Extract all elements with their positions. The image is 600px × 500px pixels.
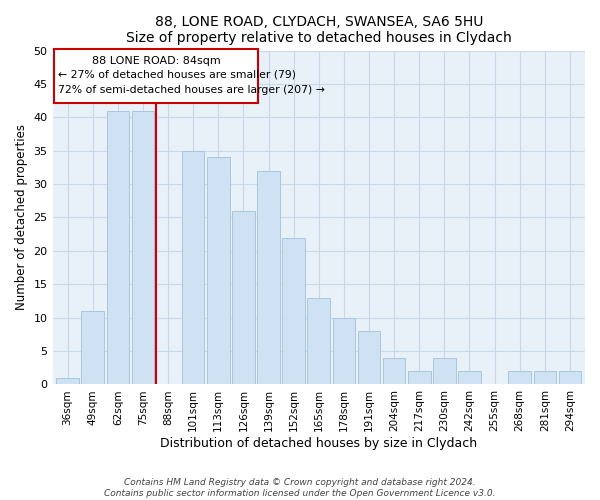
Bar bbox=[131, 110, 154, 384]
Bar bbox=[358, 331, 380, 384]
Bar bbox=[458, 371, 481, 384]
Bar bbox=[182, 150, 205, 384]
Text: 88 LONE ROAD: 84sqm: 88 LONE ROAD: 84sqm bbox=[92, 56, 221, 66]
Bar bbox=[433, 358, 455, 384]
X-axis label: Distribution of detached houses by size in Clydach: Distribution of detached houses by size … bbox=[160, 437, 478, 450]
Bar bbox=[257, 170, 280, 384]
Bar bbox=[533, 371, 556, 384]
Bar bbox=[82, 311, 104, 384]
Bar bbox=[107, 110, 129, 384]
Y-axis label: Number of detached properties: Number of detached properties bbox=[15, 124, 28, 310]
Bar bbox=[383, 358, 406, 384]
Bar bbox=[508, 371, 531, 384]
Bar bbox=[232, 211, 255, 384]
Bar bbox=[56, 378, 79, 384]
Title: 88, LONE ROAD, CLYDACH, SWANSEA, SA6 5HU
Size of property relative to detached h: 88, LONE ROAD, CLYDACH, SWANSEA, SA6 5HU… bbox=[126, 15, 512, 45]
FancyBboxPatch shape bbox=[54, 48, 259, 102]
Bar bbox=[307, 298, 330, 384]
Text: 72% of semi-detached houses are larger (207) →: 72% of semi-detached houses are larger (… bbox=[58, 84, 325, 94]
Bar bbox=[332, 318, 355, 384]
Bar bbox=[283, 238, 305, 384]
Bar bbox=[207, 158, 230, 384]
Text: Contains HM Land Registry data © Crown copyright and database right 2024.
Contai: Contains HM Land Registry data © Crown c… bbox=[104, 478, 496, 498]
Text: ← 27% of detached houses are smaller (79): ← 27% of detached houses are smaller (79… bbox=[58, 70, 296, 80]
Bar bbox=[408, 371, 431, 384]
Bar bbox=[559, 371, 581, 384]
